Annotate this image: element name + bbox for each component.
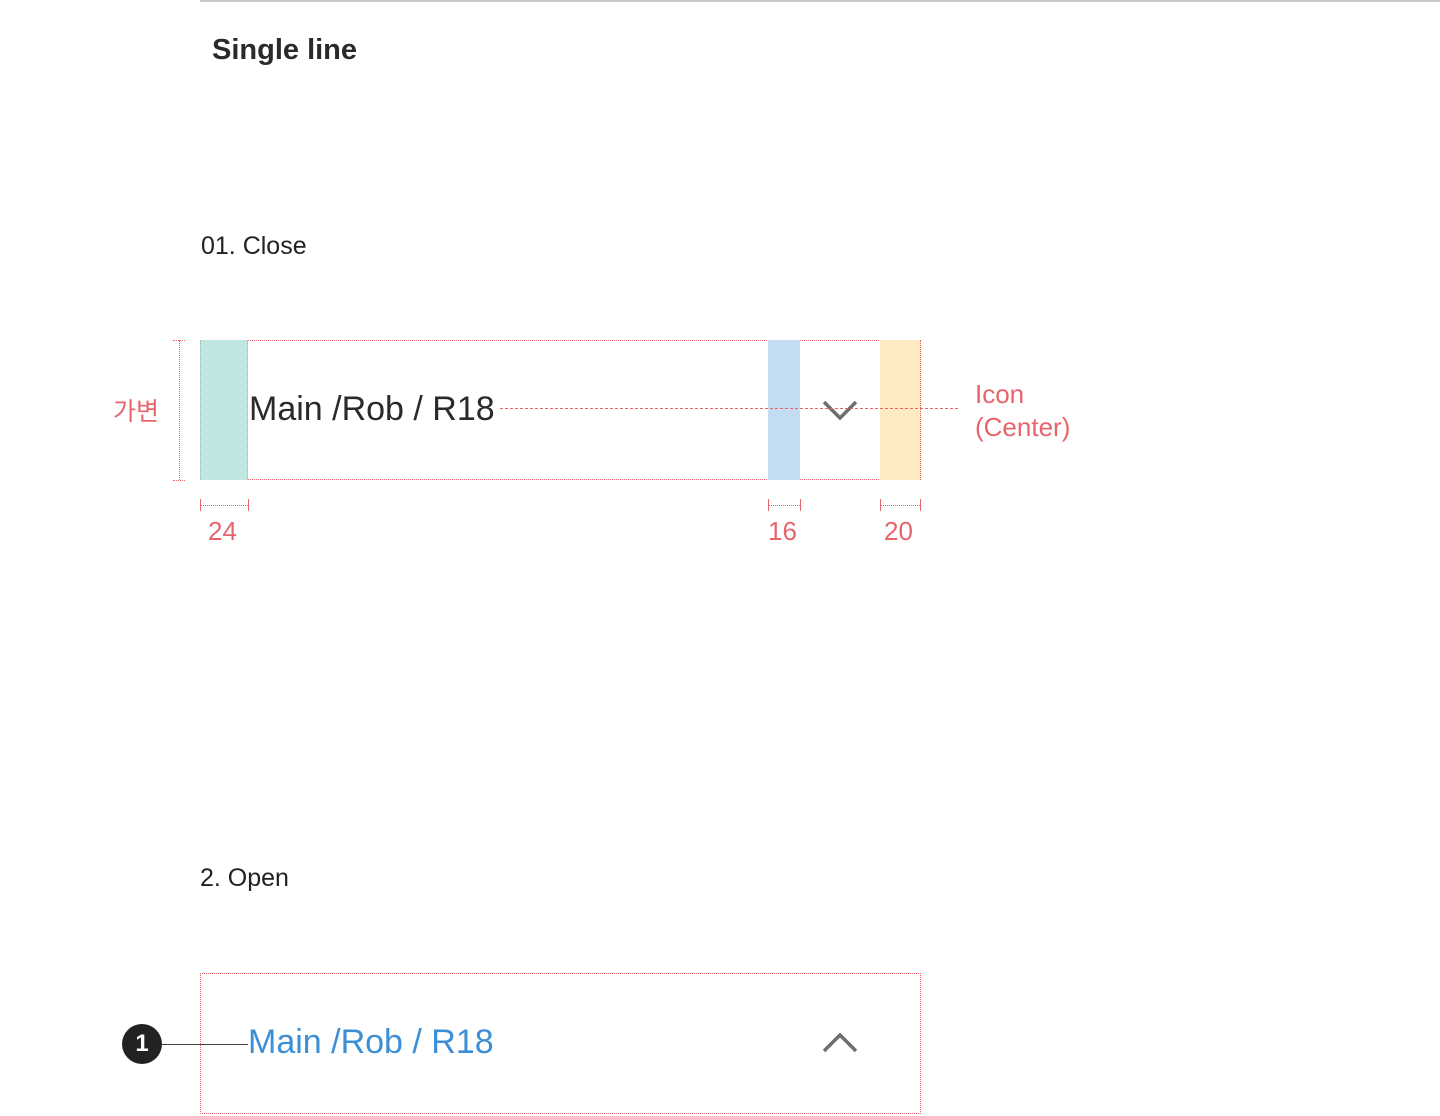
- close-state-label: 01. Close: [201, 232, 307, 260]
- left-spacing-dimension: [200, 499, 249, 513]
- icon-annotation-line1: Icon: [975, 379, 1025, 409]
- callout-badge: 1: [122, 1024, 162, 1064]
- open-state-label: 2. Open: [200, 864, 289, 892]
- center-guide-line: [500, 408, 958, 409]
- chevron-down-icon[interactable]: [820, 396, 860, 424]
- close-item-text: Main /Rob / R18: [249, 390, 495, 428]
- section-title: Single line: [212, 34, 358, 66]
- chevron-up-icon[interactable]: [820, 1029, 860, 1057]
- icon-gap-dimension: [768, 499, 801, 513]
- callout-leader-line: [162, 1044, 248, 1045]
- icon-gap-zone: [768, 340, 800, 480]
- icon-gap-value: 16: [768, 516, 797, 546]
- close-dropdown-spec: Main /Rob / R18: [200, 340, 921, 480]
- right-padding-zone: [880, 340, 921, 480]
- icon-annotation-line2: (Center): [975, 412, 1071, 442]
- right-spacing-value: 20: [884, 516, 913, 546]
- height-dimension: [170, 340, 190, 481]
- top-divider: [200, 0, 1440, 2]
- icon-center-annotation: Icon (Center): [975, 378, 1070, 444]
- right-spacing-dimension: [880, 499, 921, 513]
- open-dropdown-bounds: [200, 973, 921, 1114]
- open-item-text: Main /Rob / R18: [248, 1023, 494, 1061]
- left-spacing-value: 24: [208, 516, 237, 546]
- left-padding-zone: [200, 340, 248, 480]
- open-dropdown-spec[interactable]: Main /Rob / R18: [200, 973, 921, 1114]
- height-annotation: 가변: [113, 398, 160, 426]
